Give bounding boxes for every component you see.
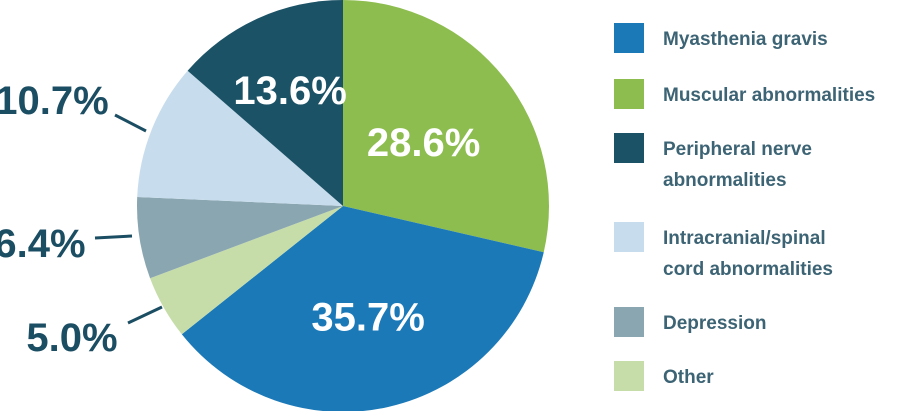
pie-slice-intracranial-spinal-cord-abnormalities bbox=[137, 70, 343, 207]
legend-swatch-myasthenia-gravis bbox=[614, 23, 644, 53]
legend-label-muscular-abnormalities: Muscular abnormalities bbox=[663, 85, 875, 106]
legend-label-intracranial-spinal-cord-abnormalities: Intracranial/spinal cord abnormalities bbox=[663, 228, 833, 280]
leader-line-depression bbox=[94, 234, 133, 240]
pie-slice-peripheral-nerve-abnormalities bbox=[187, 0, 343, 206]
data-label-peripheral-nerve-abnormalities: 13.6% bbox=[233, 69, 346, 113]
data-label-muscular-abnormalities: 28.6% bbox=[367, 121, 480, 165]
legend-swatch-muscular-abnormalities bbox=[614, 79, 644, 109]
pie-slice-muscular-abnormalities bbox=[343, 0, 549, 253]
data-labels: 28.6% 35.7% 5.0% 6.4% 10.7% 13.6% bbox=[0, 69, 480, 360]
leader-line-intracranial-spinal-cord-abnormalities bbox=[114, 113, 147, 133]
pie-slices bbox=[137, 0, 549, 411]
pie-slice-other bbox=[150, 206, 343, 335]
legend-swatch-intracranial-spinal-cord-abnormalities bbox=[614, 222, 644, 252]
data-label-other: 5.0% bbox=[26, 316, 117, 360]
data-label-intracranial-spinal-cord-abnormalities: 10.7% bbox=[0, 79, 109, 123]
legend-label-peripheral-nerve-abnormalities: Peripheral nerve abnormalities bbox=[663, 139, 812, 191]
legend-label-depression: Depression bbox=[663, 313, 766, 334]
leader-lines bbox=[94, 113, 163, 325]
legend-label-myasthenia-gravis: Myasthenia gravis bbox=[663, 29, 828, 50]
data-label-myasthenia-gravis: 35.7% bbox=[311, 296, 424, 340]
legend-label-other: Other bbox=[663, 367, 714, 388]
legend-swatch-other bbox=[614, 361, 644, 391]
data-label-depression: 6.4% bbox=[0, 222, 86, 266]
pie-slice-myasthenia-gravis bbox=[181, 206, 544, 411]
leader-line-other bbox=[127, 305, 163, 325]
legend-swatch-depression bbox=[614, 307, 644, 337]
legend: Myasthenia gravis Muscular abnormalities P… bbox=[614, 23, 875, 391]
pie-slice-depression bbox=[137, 196, 343, 279]
legend-swatch-peripheral-nerve-abnormalities bbox=[614, 133, 644, 163]
